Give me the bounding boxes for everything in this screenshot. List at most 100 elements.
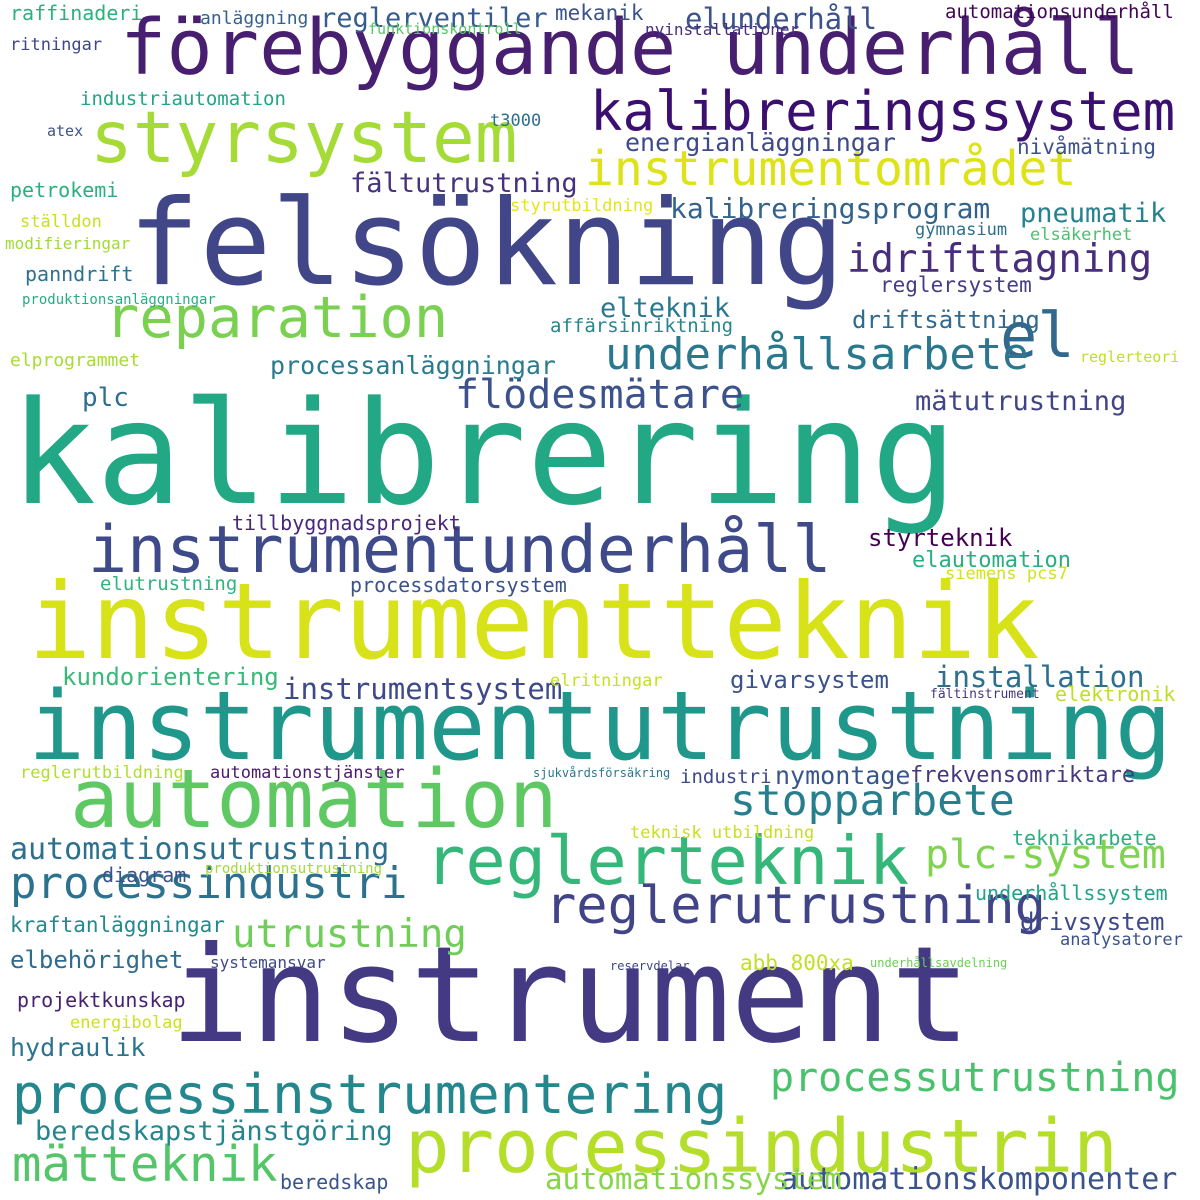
word-el: el xyxy=(1000,299,1075,372)
word-instrumentteknik: instrumentteknik xyxy=(28,561,1040,683)
word-instrumentunderhall: instrumentunderhåll xyxy=(88,513,832,588)
word-automationstjanster: automationstjänster xyxy=(210,763,405,783)
word-t3000: t3000 xyxy=(490,111,542,131)
word-elsakerhet: elsäkerhet xyxy=(1030,225,1133,245)
word-underhallsarbete: underhållsarbete xyxy=(605,329,1029,380)
word-reglerutrustning: reglerutrustning xyxy=(545,876,1046,936)
word-gymnasium: gymnasium xyxy=(915,220,1008,240)
word-hydraulik: hydraulik xyxy=(10,1033,146,1062)
word-nivamatning: nivåmätning xyxy=(1017,135,1157,159)
word-faltutrustning: fältutrustning xyxy=(350,168,578,199)
word-energibolag: energibolag xyxy=(70,1013,183,1033)
word-stopparbete: stopparbete xyxy=(730,776,1015,826)
word-plc-system: plc-system xyxy=(925,832,1166,878)
word-reparation: reparation xyxy=(105,285,449,351)
word-produktionsutrustning: produktionsutrustning xyxy=(205,861,383,877)
word-instrumentomradet: instrumentområdet xyxy=(585,141,1077,197)
word-reglerteori: reglerteori xyxy=(1080,348,1180,366)
word-stalldon: ställdon xyxy=(20,212,102,232)
word-tillbyggnadsprojekt: tillbyggnadsprojekt xyxy=(232,511,461,535)
word-projektkunskap: projektkunskap xyxy=(17,988,186,1012)
word-kalibreringssystem: kalibreringssystem xyxy=(590,80,1176,143)
word-diagram: diagram xyxy=(102,863,187,887)
word-felsokning: felsökning xyxy=(128,175,845,313)
word-matteknik: mätteknik xyxy=(12,1136,278,1193)
word-nyinstallationer: nyinstallationer xyxy=(645,20,800,39)
word-instrument: instrument xyxy=(170,919,971,1073)
word-systemansvar: systemansvar xyxy=(210,953,326,972)
word-frekvensomriktare: frekvensomriktare xyxy=(910,763,1136,788)
word-analysatorer: analysatorer xyxy=(1060,930,1183,950)
word-processanlaggningar: processanläggningar xyxy=(270,351,556,380)
word-pneumatik: pneumatik xyxy=(1020,198,1167,229)
word-automationskomponenter: automationskomponenter xyxy=(780,1162,1178,1197)
word-elutrustning: elutrustning xyxy=(100,573,238,595)
word-beredskap: beredskap xyxy=(280,1170,389,1194)
word-reservdelar: reservdelar xyxy=(610,959,690,973)
word-installation: installation xyxy=(935,660,1145,694)
word-kalibreringsprogram: kalibreringsprogram xyxy=(670,192,991,225)
word-forebyggande-underhall: förebyggande underhåll xyxy=(120,4,1140,93)
word-automationsunderhall: automationsunderhåll xyxy=(945,1,1174,23)
word-instrumentutrustning: instrumentutrustning xyxy=(28,672,1172,782)
word-kundorientering: kundorientering xyxy=(62,663,279,691)
word-industri: industri xyxy=(680,766,772,788)
word-driftsattning: driftsättning xyxy=(852,306,1040,334)
word-elektronik: elektronik xyxy=(1055,682,1176,706)
word-siemens-pcs7: siemens pcs7 xyxy=(945,564,1068,584)
word-styrteknik: styrteknik xyxy=(868,524,1013,552)
word-mekanik: mekanik xyxy=(555,1,644,25)
word-industriautomation: industriautomation xyxy=(80,88,286,110)
word-reglersystem: reglersystem xyxy=(880,273,1032,297)
word-teknikarbete: teknikarbete xyxy=(1012,826,1157,850)
word-ritningar: ritningar xyxy=(10,35,103,55)
word-kraftanlaggningar: kraftanläggningar xyxy=(10,913,225,937)
word-affarsinriktning: affärsinriktning xyxy=(550,315,734,337)
word-processindustrin: processindustrin xyxy=(405,1104,1118,1190)
word-abb-800xa: abb 800xa xyxy=(740,951,854,975)
word-nymontage: nymontage xyxy=(775,761,911,790)
word-automationssystem: automationssystem xyxy=(545,1162,842,1196)
word-processdatorsystem: processdatorsystem xyxy=(350,573,567,597)
word-elbehorighet: elbehörighet xyxy=(10,946,184,974)
word-elprogrammet: elprogrammet xyxy=(10,350,141,371)
word-styrsystem: styrsystem xyxy=(90,96,518,179)
word-funktionskontroll: funktionskontroll xyxy=(368,20,522,38)
word-elautomation: elautomation xyxy=(912,548,1071,573)
word-underhallssystem: underhållssystem xyxy=(975,881,1168,905)
word-elunderhall: elunderhåll xyxy=(685,2,878,36)
word-modifieringar: modifieringar xyxy=(5,234,131,253)
word-panndrift: panndrift xyxy=(25,262,134,286)
word-anlaggning: anläggning xyxy=(200,8,309,29)
word-elteknik: elteknik xyxy=(600,293,731,324)
word-automation: automation xyxy=(70,753,558,847)
word-matutrustning: mätutrustning xyxy=(915,386,1127,417)
word-utrustning: utrustning xyxy=(232,912,467,957)
word-plc: plc xyxy=(82,383,129,413)
word-flodesmatare: flödesmätare xyxy=(455,372,744,418)
word-petrokemi: petrokemi xyxy=(10,178,119,202)
word-processutrustning: processutrustning xyxy=(770,1055,1180,1101)
word-processinstrumentering: processinstrumentering xyxy=(12,1063,728,1126)
word-energianlaggningar: energianläggningar xyxy=(625,128,896,157)
word-raffinaderi: raffinaderi xyxy=(10,1,143,25)
word-elritningar: elritningar xyxy=(550,671,663,691)
word-sjukvardsforsakring: sjukvårdsförsäkring xyxy=(533,766,671,780)
word-faltinstrument: fältinstrument xyxy=(930,687,1040,702)
word-reglerutbildning: reglerutbildning xyxy=(20,763,184,783)
word-instrumentsystem: instrumentsystem xyxy=(283,672,563,706)
word-idrifttagning: idrifttagning xyxy=(847,237,1153,282)
word-kalibrering: kalibrering xyxy=(10,370,958,537)
word-givarsystem: givarsystem xyxy=(730,666,889,694)
word-drivsystem: drivsystem xyxy=(1020,908,1165,936)
word-atex: atex xyxy=(47,122,84,140)
word-teknisk-utbildning: teknisk utbildning xyxy=(630,823,815,843)
word-processindustri: processindustri xyxy=(10,858,408,909)
word-produktionsanlaggningar: produktionsanläggningar xyxy=(22,292,216,308)
word-underhallsavdelning: underhållsavdelning xyxy=(870,956,1008,970)
word-reglerteknik: reglerteknik xyxy=(425,822,910,900)
word-beredskapstjanstgoring: beredskapstjänstgöring xyxy=(35,1116,393,1147)
word-automationsutrustning: automationsutrustning xyxy=(10,832,390,867)
word-styrutbildning: styrutbildning xyxy=(510,196,654,216)
